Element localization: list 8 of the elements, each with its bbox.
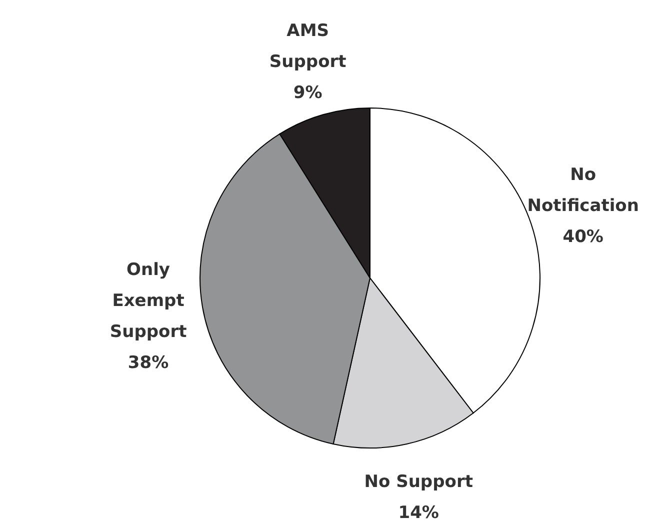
slice-label: No Notification (527, 164, 639, 216)
slice-label: Only Exempt Support (110, 260, 187, 342)
data-label: 9% (293, 82, 322, 103)
data-label: 14% (398, 503, 439, 524)
data-label: 38% (128, 352, 169, 373)
data-label: 40% (562, 226, 604, 247)
slice-label: AMS Support (269, 20, 346, 72)
slice-label: No Support (364, 472, 473, 492)
